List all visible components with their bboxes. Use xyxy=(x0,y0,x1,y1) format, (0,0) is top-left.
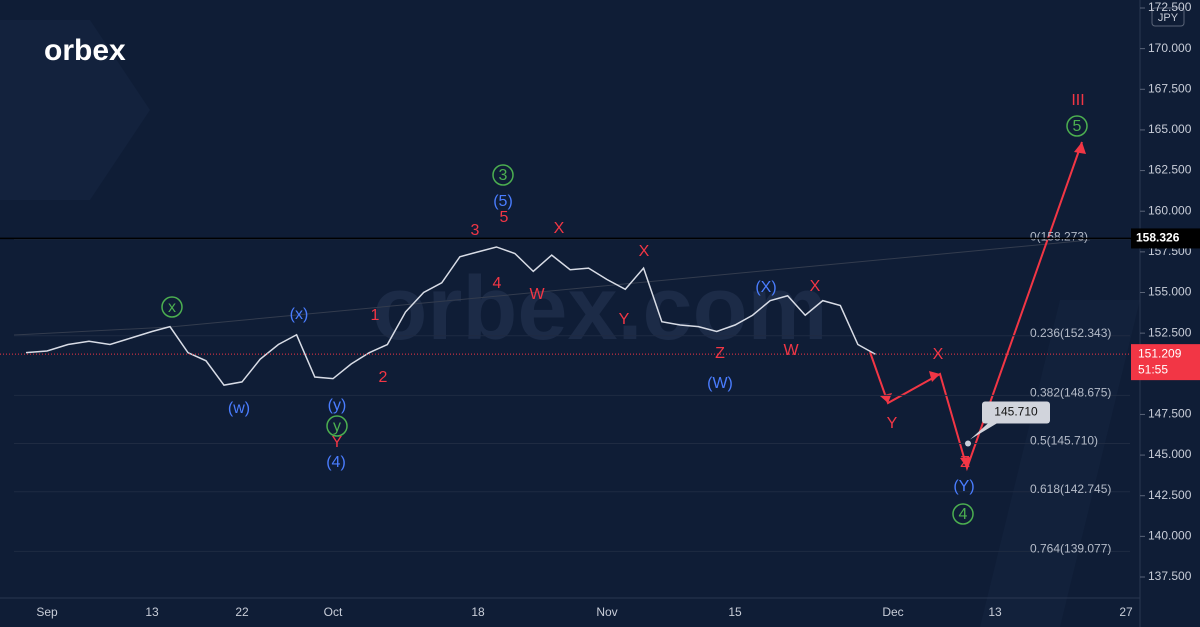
x-tick-label: 13 xyxy=(145,605,159,619)
wave-label: (X) xyxy=(755,279,776,296)
wave-label: X xyxy=(933,346,944,363)
wave-label: (W) xyxy=(707,375,733,392)
arrow-head xyxy=(960,457,971,468)
target-label: 145.710 xyxy=(994,405,1038,419)
wave-label: (Y) xyxy=(953,478,974,495)
y-tick-label: 170.000 xyxy=(1148,41,1192,55)
y-tick-label: 140.000 xyxy=(1148,529,1192,543)
wave-label: W xyxy=(529,286,545,303)
wave-label: 2 xyxy=(379,369,388,386)
price-tag xyxy=(1131,344,1200,381)
arrow-head xyxy=(929,371,940,382)
arrow-head xyxy=(1074,142,1086,154)
wave-label: 4 xyxy=(493,275,502,292)
y-tick-label: 160.000 xyxy=(1148,203,1192,217)
y-tick-label: 167.500 xyxy=(1148,81,1192,95)
wave-label: X xyxy=(810,278,821,295)
x-tick-label: 13 xyxy=(988,605,1002,619)
x-tick-label: 27 xyxy=(1119,605,1133,619)
level-label: 158.326 xyxy=(1136,231,1180,245)
y-tick-label: 155.000 xyxy=(1148,285,1192,299)
wave-label: 3 xyxy=(499,167,508,184)
last-price-label: 151.209 xyxy=(1138,346,1182,360)
wave-circle xyxy=(492,164,514,186)
wave-label: 5 xyxy=(1073,118,1082,135)
currency: JPY xyxy=(1158,12,1179,24)
wave-circle xyxy=(326,415,348,437)
wave-label: 1 xyxy=(371,307,380,324)
wave-label: Z xyxy=(960,454,970,471)
wave-circle xyxy=(952,503,974,525)
target-point xyxy=(965,440,971,447)
wave-label: 3 xyxy=(471,222,480,239)
wave-label: (4) xyxy=(326,454,346,471)
fib-label: 0.618(142.745) xyxy=(1030,482,1111,496)
y-tick-label: 165.000 xyxy=(1148,122,1192,136)
wave-label: Y xyxy=(332,434,343,451)
wave-label: Y xyxy=(887,415,898,432)
x-tick-label: Oct xyxy=(324,605,343,619)
wave-label: (w) xyxy=(228,400,250,417)
x-tick-label: 18 xyxy=(471,605,485,619)
decor xyxy=(980,300,1140,627)
x-tick-label: 15 xyxy=(728,605,742,619)
wave-label: y xyxy=(333,418,341,435)
y-tick-label: 137.500 xyxy=(1148,569,1192,583)
y-tick-label: 145.000 xyxy=(1148,447,1192,461)
wave-circle xyxy=(1066,115,1088,137)
wave-label: Y xyxy=(619,311,630,328)
wave-label: 5 xyxy=(500,209,509,226)
wave-circle xyxy=(161,296,183,318)
trend-line xyxy=(13,326,171,336)
callout xyxy=(982,401,1050,424)
wave-label: (y) xyxy=(328,397,347,414)
wave-label: X xyxy=(639,243,650,260)
wave-label: III xyxy=(1071,92,1084,109)
wave-label: x xyxy=(168,299,176,316)
y-tick-label: 142.500 xyxy=(1148,488,1192,502)
y-tick-label: 147.500 xyxy=(1148,407,1192,421)
y-tick-label: 172.500 xyxy=(1148,0,1192,14)
x-tick-label: 22 xyxy=(235,605,249,619)
currency-box xyxy=(1151,7,1185,27)
countdown: 51:55 xyxy=(1138,362,1168,376)
fib-label: 0.764(139.077) xyxy=(1030,542,1111,556)
decor xyxy=(0,20,150,200)
callout-tail xyxy=(970,421,1000,440)
y-tick-label: 162.500 xyxy=(1148,163,1192,177)
price-tag xyxy=(1131,228,1200,249)
wave-label: W xyxy=(783,342,799,359)
x-tick-label: Dec xyxy=(882,605,903,619)
y-tick-label: 152.500 xyxy=(1148,325,1192,339)
wave-label: Z xyxy=(715,345,725,362)
x-tick-label: Nov xyxy=(596,605,617,619)
wave-label: X xyxy=(554,220,565,237)
wave-label: (5) xyxy=(493,193,513,210)
fib-label: 0.236(152.343) xyxy=(1030,326,1111,340)
wave-label: (x) xyxy=(290,306,309,323)
fib-label: 0.5(145.710) xyxy=(1030,434,1098,448)
price-line xyxy=(25,246,876,386)
wave-label: 4 xyxy=(959,506,968,523)
fib-label: 0(158.273) xyxy=(1030,229,1088,243)
fib-label: 0.382(148.675) xyxy=(1030,385,1111,399)
x-tick-label: Sep xyxy=(36,605,58,619)
logo: orbex xyxy=(44,34,126,67)
